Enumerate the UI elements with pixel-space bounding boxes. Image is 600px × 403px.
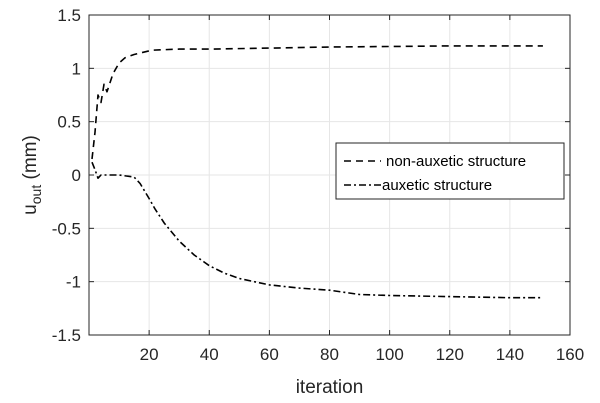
y-tick-label: 1: [72, 59, 81, 78]
y-tick-label: -0.5: [52, 219, 81, 238]
x-tick-label: 140: [496, 345, 524, 364]
x-tick-label: 60: [260, 345, 279, 364]
y-tick-label: -1: [66, 273, 81, 292]
y-tick-label: 0: [72, 166, 81, 185]
legend-label-non-auxetic: non-auxetic structure: [386, 153, 526, 170]
y-tick-label: -1.5: [52, 326, 81, 345]
y-tick-label: 0.5: [57, 113, 81, 132]
x-tick-label: 100: [375, 345, 403, 364]
legend: non-auxetic structure auxetic structure: [335, 142, 565, 200]
legend-box: [335, 142, 565, 200]
x-tick-label: 40: [200, 345, 219, 364]
x-tick-label: 80: [320, 345, 339, 364]
x-tick-label: 20: [140, 345, 159, 364]
x-axis-label: iteration: [296, 377, 364, 398]
y-axis-label: uout (mm): [20, 135, 44, 215]
y-axis-label-main: u: [20, 204, 41, 215]
axis-ticks: [89, 14, 571, 336]
x-tick-label: 160: [556, 345, 584, 364]
series-line-auxetic-structure: [91, 161, 543, 299]
series-line-non-auxetic-structure: [91, 45, 543, 160]
tick-labels: 20 40 60 80 100 120 140 160 -1.5 -1 -0.5 0 0.5 1 1.5: [52, 6, 584, 364]
legend-label-auxetic: auxetic structure: [382, 177, 492, 194]
y-tick-label: 1.5: [57, 6, 81, 25]
series-layer: [91, 45, 543, 299]
x-tick-label: 120: [436, 345, 464, 364]
y-axis-label-subscript: out: [28, 185, 44, 205]
y-axis-label-unit: (mm): [20, 135, 41, 185]
